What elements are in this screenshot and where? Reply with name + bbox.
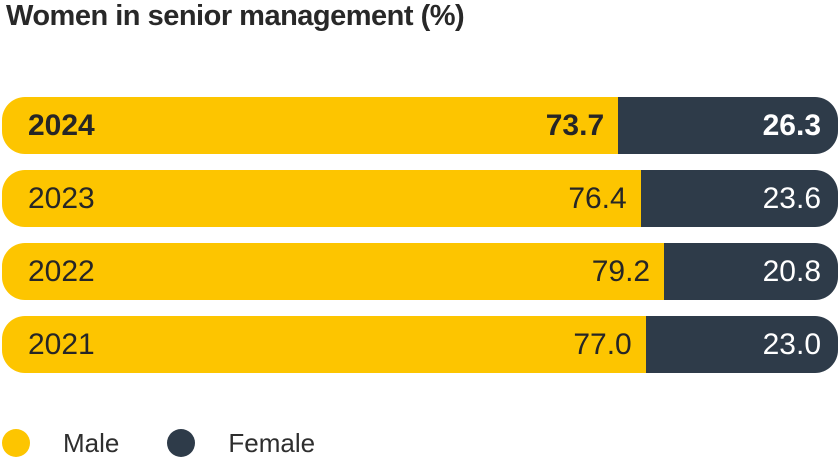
year-label: 2021	[28, 327, 95, 361]
male-segment-2022: 2022 79.2	[2, 243, 665, 300]
male-legend-dot-icon	[2, 429, 30, 457]
bar-chart: 2024 73.7 26.3 2023 76.4 23.6 2022 79.2 …	[2, 97, 838, 373]
year-label: 2023	[28, 181, 95, 215]
female-segment-2023: 23.6	[640, 170, 838, 227]
legend: Male Female	[2, 428, 315, 458]
male-segment-2024: 2024 73.7	[2, 97, 619, 154]
male-value: 73.7	[545, 108, 605, 142]
legend-item-male: Male	[2, 428, 119, 459]
female-segment-2021: 23.0	[645, 316, 838, 373]
year-label: 2024	[28, 108, 95, 142]
bar-row-2021: 2021 77.0 23.0	[2, 316, 838, 373]
female-value: 20.8	[762, 254, 821, 288]
legend-label-female: Female	[228, 427, 316, 458]
legend-item-female: Female	[167, 428, 315, 459]
female-value: 26.3	[762, 108, 821, 142]
male-value: 77.0	[573, 327, 632, 361]
male-segment-2023: 2023 76.4	[2, 170, 641, 227]
female-segment-2024: 26.3	[618, 97, 838, 154]
year-label: 2022	[28, 254, 95, 288]
legend-label-male: Male	[63, 427, 120, 458]
chart-title: Women in senior management (%)	[6, 0, 465, 32]
male-segment-2021: 2021 77.0	[2, 316, 646, 373]
male-value: 76.4	[568, 181, 627, 215]
female-value: 23.6	[762, 181, 821, 215]
female-value: 23.0	[762, 327, 821, 361]
bar-row-2022: 2022 79.2 20.8	[2, 243, 838, 300]
male-value: 79.2	[591, 254, 651, 288]
bar-row-2024: 2024 73.7 26.3	[2, 97, 838, 154]
bar-row-2023: 2023 76.4 23.6	[2, 170, 838, 227]
female-legend-dot-icon	[167, 429, 196, 457]
female-segment-2022: 20.8	[664, 243, 838, 300]
